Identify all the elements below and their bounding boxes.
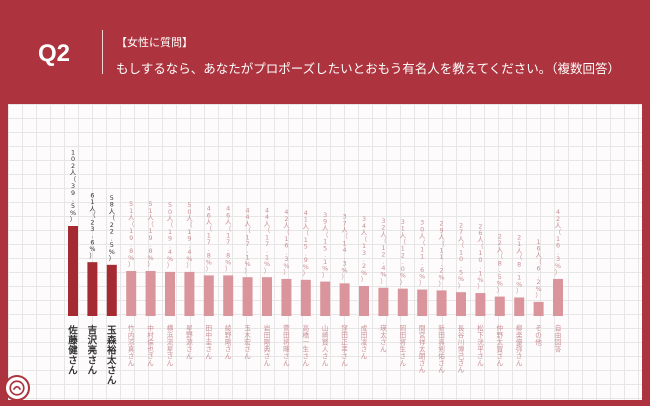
data-label-18: 3 0 人（ 1 1. 6%） bbox=[419, 219, 426, 287]
bar-15 bbox=[359, 286, 369, 316]
category-label-14: 窪田正孝さん bbox=[341, 324, 348, 368]
data-label-9: 4 4 人（ 1 7. 1%） bbox=[244, 206, 251, 274]
bar-13 bbox=[320, 281, 331, 316]
category-label-18: 間宮祥太朗さん bbox=[419, 325, 426, 375]
data-label-12: 4 1 人（ 1 5. 9%） bbox=[303, 209, 310, 277]
data-label-20: 2 7 人（ 1 0. 5%） bbox=[458, 221, 465, 289]
bar-21 bbox=[475, 293, 486, 316]
category-label-19: 新田真剣佑さん bbox=[438, 324, 445, 375]
category-label-21: 松下洸平さん bbox=[477, 324, 484, 368]
category-label-1: 吉沢亮さん bbox=[88, 325, 98, 377]
bar-20 bbox=[456, 292, 466, 316]
category-label-8: 綾野剛さん bbox=[225, 324, 232, 361]
category-label-24: その他 bbox=[535, 325, 542, 347]
category-label-13: 山崎賢人さん bbox=[322, 324, 329, 368]
bar-2 bbox=[106, 264, 117, 316]
bar-7 bbox=[203, 275, 214, 316]
category-label-17: 岡田将生さん bbox=[400, 325, 407, 368]
data-label-24: 1 6 人（ 6. 2%） bbox=[535, 238, 542, 300]
data-label-5: 5 0 人（ 1 9. 4%） bbox=[167, 201, 174, 269]
category-label-12: 高橋一生さん bbox=[303, 324, 310, 368]
bar-19 bbox=[436, 290, 447, 316]
data-label-15: 3 4 人（ 1 3. 2%） bbox=[361, 215, 368, 283]
category-label-22: 仲野太賀さん bbox=[497, 324, 504, 368]
data-label-10: 4 4 人（ 1 7. 1%） bbox=[264, 206, 271, 274]
bar-8 bbox=[223, 275, 234, 316]
data-label-17: 3 1 人（ 1 2. 0%） bbox=[400, 218, 407, 286]
category-label-0: 佐藤健さん bbox=[67, 325, 78, 377]
bar-16 bbox=[378, 287, 389, 316]
category-label-6: 星野源さん bbox=[186, 325, 193, 361]
bar-5 bbox=[165, 271, 175, 316]
data-label-2: 5 8 人（ 2 2. 5%） bbox=[109, 194, 116, 262]
category-label-4: 中村倫也さん bbox=[147, 324, 154, 368]
header-divider bbox=[102, 30, 103, 74]
category-label-3: 竹内涼真さん bbox=[128, 324, 135, 368]
data-label-22: 2 2 人（ 8. 5%） bbox=[497, 233, 504, 295]
category-label-20: 長谷川博己さん bbox=[458, 325, 465, 375]
bar-1 bbox=[87, 262, 98, 316]
logo-icon bbox=[4, 375, 30, 401]
data-label-14: 3 7 人（ 1 4. 3%） bbox=[341, 213, 348, 281]
data-label-3: 5 1 人（ 1 9. 8%） bbox=[128, 200, 135, 268]
data-label-8: 4 6 人（ 1 7. 8%） bbox=[225, 205, 232, 273]
data-label-11: 4 2 人（ 1 6. 3%） bbox=[283, 208, 290, 276]
data-label-0: 1 0 2 人（ 3 9. 5%） bbox=[70, 148, 77, 223]
bar-12 bbox=[300, 279, 311, 316]
category-label-10: 岩田剛典さん bbox=[264, 324, 271, 368]
bar-25 bbox=[553, 278, 563, 316]
data-label-7: 4 6 人（ 1 7. 8%） bbox=[206, 205, 213, 273]
data-label-23: 2 1 人（ 8. 1%） bbox=[516, 233, 523, 295]
bar-10 bbox=[262, 277, 272, 316]
data-label-19: 2 9 人（ 1 1. 2%） bbox=[438, 220, 445, 288]
category-label-25: 自由回答 bbox=[555, 324, 562, 354]
bar-4 bbox=[145, 271, 156, 316]
category-label-7: 田中圭さん bbox=[206, 325, 213, 361]
category-label-11: 菅田将暉さん bbox=[283, 324, 290, 368]
category-label-9: 玉木宏さん bbox=[244, 325, 251, 361]
bar-3 bbox=[126, 271, 137, 316]
data-label-25: 4 2 人（ 1 6. 3%） bbox=[555, 208, 562, 276]
question-tag: 【女性に質問】 bbox=[116, 36, 193, 49]
data-label-1: 6 1 人（ 2 3. 6%） bbox=[89, 191, 96, 259]
bar-24 bbox=[533, 301, 544, 316]
bar-14 bbox=[339, 283, 350, 316]
data-label-4: 5 1 人（ 1 9. 8%） bbox=[147, 200, 154, 268]
category-label-16: 瑛太さん bbox=[380, 324, 387, 354]
data-label-21: 2 6 人（ 1 0. 1%） bbox=[477, 222, 484, 290]
category-label-23: 柳楽優弥さん bbox=[516, 324, 523, 368]
bar-9 bbox=[242, 277, 253, 316]
chart-panel: 1 0 2 人（ 3 9. 5%） 佐藤健さん 6 1 人（ 2 3. 6%） 吉沢亮さん 5 8 人（ 2 2. 5%… bbox=[8, 104, 642, 400]
bar-17 bbox=[397, 288, 408, 316]
bar-0 bbox=[68, 226, 78, 316]
bar-6 bbox=[184, 271, 195, 316]
question-text: もしするなら、あなたがプロポーズしたいとおもう有名人を教えてください。（複数回答… bbox=[116, 61, 621, 76]
category-label-15: 成田凌さん bbox=[361, 324, 368, 361]
data-label-16: 3 2 人（ 1 2. 4%） bbox=[380, 217, 387, 285]
category-label-2: 玉森裕太さん bbox=[106, 326, 117, 387]
bar-22 bbox=[494, 296, 505, 316]
bar-23 bbox=[514, 297, 525, 316]
category-label-5: 横浜流星さん bbox=[167, 324, 174, 368]
data-label-6: 5 0 人（ 1 9. 4%） bbox=[186, 201, 193, 269]
bar-18 bbox=[417, 289, 428, 316]
question-number: Q2 bbox=[38, 40, 71, 67]
data-label-13: 3 9 人（ 1 5. 1%） bbox=[322, 211, 329, 279]
bar-chart: 1 0 2 人（ 3 9. 5 %） 佐藤健さん 6 1 人（ 2 3. 6 %） 吉沢亮さん 5 8 人（ 2 2. 5%… bbox=[67, 148, 563, 387]
bar-11 bbox=[281, 278, 292, 316]
